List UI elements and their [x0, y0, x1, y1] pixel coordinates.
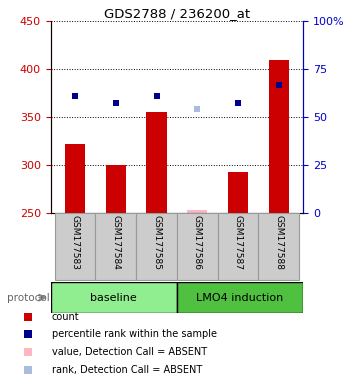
FancyBboxPatch shape [258, 213, 299, 280]
Text: baseline: baseline [90, 293, 137, 303]
Text: count: count [52, 311, 79, 321]
Text: GSM177585: GSM177585 [152, 215, 161, 270]
FancyBboxPatch shape [218, 213, 258, 280]
FancyBboxPatch shape [177, 282, 303, 313]
Text: rank, Detection Call = ABSENT: rank, Detection Call = ABSENT [52, 365, 202, 375]
Bar [65, 144, 85, 213]
FancyBboxPatch shape [51, 282, 177, 313]
Title: GDS2788 / 236200_at: GDS2788 / 236200_at [104, 7, 250, 20]
Text: percentile rank within the sample: percentile rank within the sample [52, 329, 217, 339]
Text: GSM177588: GSM177588 [274, 215, 283, 270]
Text: GSM177586: GSM177586 [193, 215, 202, 270]
Bar [269, 60, 289, 213]
Text: protocol: protocol [7, 293, 50, 303]
FancyBboxPatch shape [55, 213, 95, 280]
Bar [105, 165, 126, 213]
FancyBboxPatch shape [136, 213, 177, 280]
Text: value, Detection Call = ABSENT: value, Detection Call = ABSENT [52, 347, 207, 357]
Bar [228, 172, 248, 213]
FancyBboxPatch shape [177, 213, 218, 280]
Bar [187, 210, 208, 213]
FancyBboxPatch shape [95, 213, 136, 280]
Text: GSM177587: GSM177587 [234, 215, 243, 270]
Text: GSM177584: GSM177584 [111, 215, 120, 270]
Text: GSM177583: GSM177583 [70, 215, 79, 270]
Bar [146, 112, 167, 213]
Text: LMO4 induction: LMO4 induction [196, 293, 284, 303]
